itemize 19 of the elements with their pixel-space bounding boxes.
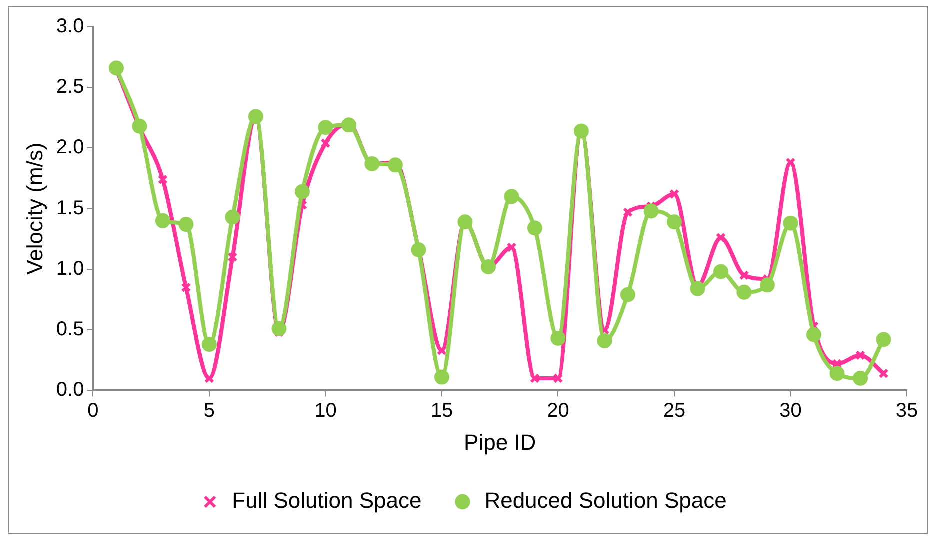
x-tick-label: 20 bbox=[547, 400, 570, 422]
x-tick-label: 25 bbox=[663, 400, 686, 422]
y-tick-label: 1.5 bbox=[56, 197, 84, 220]
legend-label: Reduced Solution Space bbox=[484, 488, 727, 514]
y-tick-label: 0.5 bbox=[56, 318, 84, 341]
y-tick-label: 2.5 bbox=[56, 76, 84, 98]
x-tick-label: 30 bbox=[780, 400, 802, 422]
x-tick-label: 10 bbox=[314, 400, 337, 422]
y-tick-label: 2.0 bbox=[56, 136, 84, 159]
legend-label: Full Solution Space bbox=[232, 488, 422, 514]
y-tick-label: 1.0 bbox=[56, 258, 84, 280]
x-tick-label: 35 bbox=[896, 400, 918, 422]
x-tick-label: 5 bbox=[204, 400, 216, 422]
x-axis-title: Pipe ID bbox=[464, 430, 536, 455]
x-tick-label: 0 bbox=[88, 400, 99, 422]
y-tick-label: 3.0 bbox=[56, 16, 84, 38]
y-axis-title: Velocity (m/s) bbox=[22, 142, 48, 275]
x-tick-label: 15 bbox=[430, 400, 454, 422]
y-tick-label: 0.0 bbox=[56, 379, 84, 402]
